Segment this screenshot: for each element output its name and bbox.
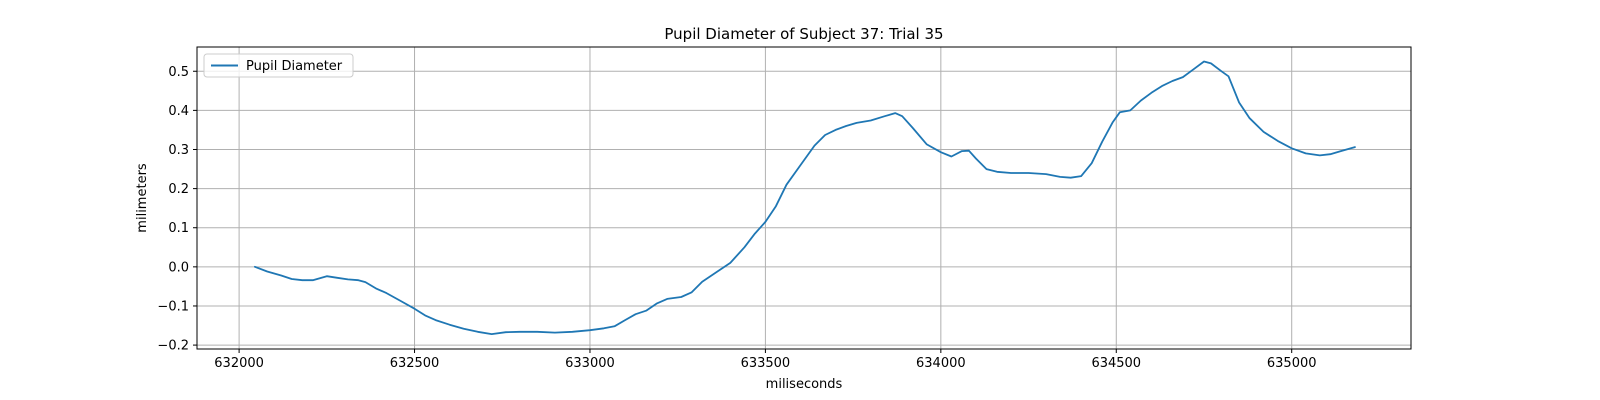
x-tick-label: 635000 [1267,356,1317,371]
x-tick-label: 633000 [565,356,615,371]
y-tick-label: −0.1 [157,299,189,314]
x-axis-label: miliseconds [766,377,843,392]
y-tick-label: 0.5 [168,65,189,80]
x-axis-ticks: 632000 632500 633000 633500 634000 634500 6350… [214,349,1317,371]
x-tick-label: 632000 [214,356,264,371]
legend-box [203,53,354,78]
legend-entry-pupil-diameter: Pupil Diameter [246,59,343,74]
x-tick-label: 634500 [1091,356,1141,371]
y-tick-label: 0.2 [168,182,189,197]
x-tick-label: 634000 [916,356,966,371]
x-tick-label: 632500 [390,356,440,371]
y-tick-label: 0.0 [168,260,189,275]
y-tick-label: 0.3 [168,143,189,158]
y-axis-label: milimeters [135,163,150,233]
y-axis-ticks: −0.2 −0.1 0.0 0.1 0.2 0.3 0.4 0.5 [157,65,197,354]
x-tick-label: 633500 [741,356,791,371]
grid-lines [197,47,1411,349]
series-layer [253,60,1356,336]
y-tick-label: −0.2 [157,339,189,354]
chart-title: Pupil Diameter of Subject 37: Trial 35 [664,25,943,43]
y-tick-label: 0.4 [168,104,189,119]
y-tick-label: 0.1 [168,221,189,236]
legend: Pupil Diameter [203,53,354,78]
series-line-pupil-diameter [253,60,1356,336]
plot-frame [196,46,1412,350]
